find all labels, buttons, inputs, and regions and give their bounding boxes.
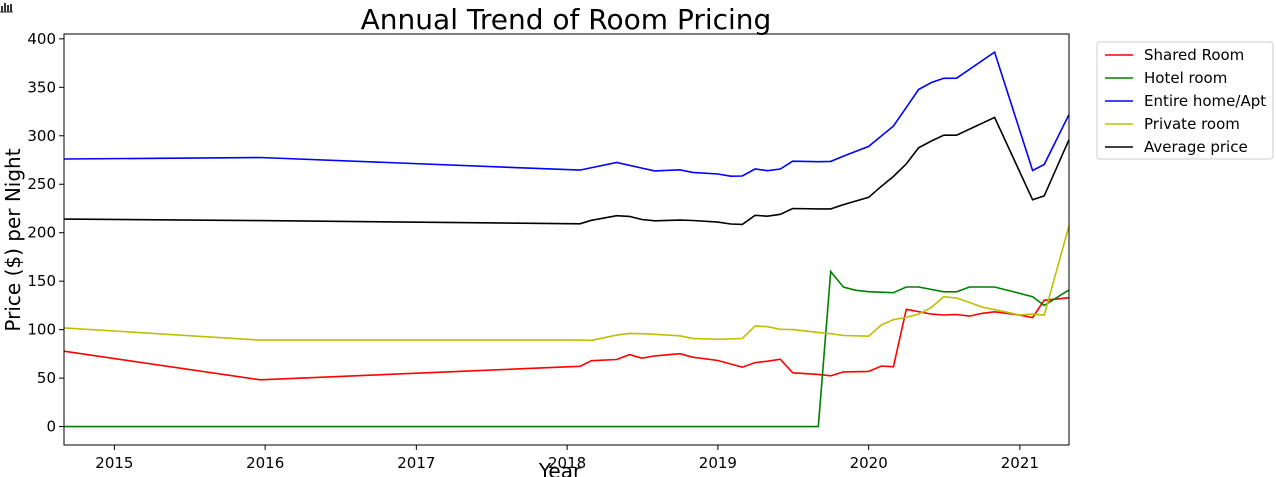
x-tick-label: 2020 [850, 454, 888, 472]
y-tick-label: 100 [27, 321, 56, 339]
plot-area [63, 50, 1070, 428]
legend-label: Shared Room [1144, 46, 1244, 64]
x-axis: 2015 2016 2017 2018 2019 2020 2021 [95, 445, 1039, 472]
plot-frame [63, 33, 1070, 446]
x-tick-label: 2019 [699, 454, 737, 472]
y-tick-label: 400 [27, 30, 56, 48]
legend-label: Hotel room [1144, 69, 1227, 87]
series-line-average-price [63, 116, 1070, 226]
y-tick-label: 50 [37, 369, 56, 387]
x-tick-label: 2015 [95, 454, 133, 472]
x-tick-label: 2018 [548, 454, 586, 472]
y-tick-label: 0 [46, 418, 56, 436]
legend-label: Average price [1144, 138, 1248, 156]
y-axis-label: Price ($) per Night [1, 148, 25, 331]
y-tick-label: 200 [27, 224, 56, 242]
chart-title: Annual Trend of Room Pricing [361, 3, 772, 36]
legend-label: Private room [1144, 115, 1240, 133]
legend-label: Entire home/Apt [1144, 92, 1266, 110]
x-tick-label: 2021 [1001, 454, 1039, 472]
x-tick-label: 2016 [246, 454, 284, 472]
y-tick-label: 300 [27, 127, 56, 145]
x-axis-label: Year [538, 459, 582, 477]
series-line-hotel-room [64, 269, 1070, 428]
series-line-shared-room [63, 296, 1070, 381]
legend: Shared Room Hotel room Entire home/Apt Priv… [1096, 41, 1274, 160]
y-tick-label: 250 [27, 175, 56, 193]
y-tick-label: 150 [27, 272, 56, 290]
series-line-private-room [63, 225, 1070, 342]
y-tick-label: 350 [27, 78, 56, 96]
chart-toolbar-icon[interactable] [0, 3, 13, 13]
series-line-entire-home-apt [63, 50, 1070, 178]
legend-box [1096, 41, 1274, 160]
y-axis: 0 50 100 150 200 250 300 350 400 [27, 30, 64, 436]
x-tick-label: 2017 [397, 454, 435, 472]
